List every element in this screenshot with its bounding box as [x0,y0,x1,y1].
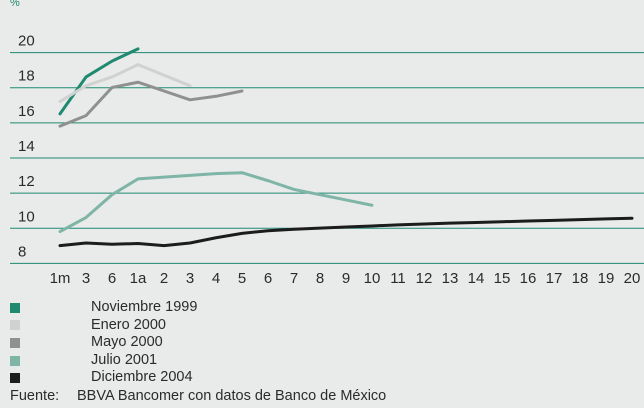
x-tick-label: 17 [546,270,563,287]
series-line-2 [58,80,244,128]
x-tick-label: 2 [160,270,168,287]
legend-swatch [10,373,20,384]
legend-item: Enero 2000 [10,317,197,335]
x-tick-label: 10 [364,270,381,287]
legend-swatch [10,355,20,366]
y-axis-label: % [10,0,20,9]
series-line-4 [58,216,634,248]
grid-lines [10,52,644,264]
x-tick-label: 6 [108,270,116,287]
x-tick-label: 3 [82,270,90,287]
x-tick-label: 20 [624,270,641,287]
legend-swatch [10,320,20,331]
legend-item: Mayo 2000 [10,334,197,352]
legend-swatch [10,302,20,313]
legend-label: Mayo 2000 [91,334,163,351]
legend-item: Diciembre 2004 [10,369,197,387]
y-tick-label: 14 [18,138,35,155]
y-tick-label: 10 [18,208,35,225]
x-axis-tick-labels: 1m 3 6 1a 2 3 4 5 6 7 8 9 10 11 12 13 14 15 16 17 18 19 20 [50,270,641,287]
legend-label: Diciembre 2004 [91,369,193,386]
x-tick-label: 6 [264,270,272,287]
y-tick-label: 18 [18,68,35,85]
y-tick-label: 8 [18,243,26,260]
source-text: BBVA Bancomer con datos de Banco de Méxi… [77,388,387,404]
legend-label: Julio 2001 [91,351,158,368]
y-axis-tick-labels: 8 10 12 14 16 18 20 [18,33,35,261]
x-tick-label: 11 [390,270,406,287]
x-tick-label: 5 [238,270,246,287]
y-tick-label: 20 [18,33,35,50]
source-note: Fuente: BBVA Bancomer con datos de Banco … [10,388,386,404]
x-tick-label: 16 [520,270,537,287]
x-tick-label: 15 [494,270,511,287]
x-tick-label: 8 [316,270,324,287]
legend-label: Enero 2000 [91,316,166,333]
x-tick-label: 13 [442,270,459,287]
series-line-3 [58,171,374,234]
y-tick-label: 16 [18,103,35,120]
x-tick-label: 3 [186,270,194,287]
series-lines [58,47,634,248]
x-tick-label: 4 [212,270,220,287]
series-line-1 [58,63,192,104]
x-tick-label: 9 [342,270,350,287]
x-tick-label: 1m [50,270,71,287]
x-tick-label: 18 [572,270,589,287]
source-label: Fuente: [10,388,60,404]
x-tick-label: 14 [468,270,485,287]
x-tick-label: 19 [598,270,615,287]
legend-item: Julio 2001 [10,352,197,370]
legend-swatch [10,337,20,348]
x-tick-label: 1a [130,270,147,287]
legend: Noviembre 1999 Enero 2000 Mayo 2000 Julio 2… [10,299,197,387]
series-line-0 [58,47,140,116]
y-tick-label: 12 [18,173,35,190]
x-tick-label: 12 [416,270,433,287]
line-chart: 8 10 12 14 16 18 20 % 1m 3 6 1a 2 3 4 5 6 7 8 9 10 11 12 13 14… [10,0,644,287]
legend-label: Noviembre 1999 [91,299,198,315]
legend-item: Noviembre 1999 [10,299,197,317]
x-tick-label: 7 [290,270,298,287]
